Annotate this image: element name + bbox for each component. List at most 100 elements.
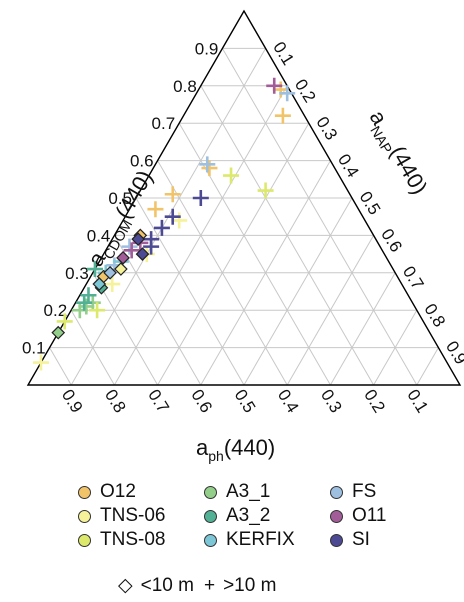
point-fs-plus: [279, 85, 296, 102]
data-marks: [32, 77, 296, 371]
tick-label-ph: 0.4: [274, 386, 303, 416]
gridline-ph: [178, 122, 331, 386]
point-o12-plus: [201, 160, 218, 177]
tick-label-cdom: 0.3: [65, 264, 89, 283]
tick-label-ph: 0.1: [403, 386, 432, 416]
point-fs-diamond: [103, 265, 117, 280]
color-legend: O12 A3_1 FS TNS-06 A3_2 O11 TNS-08 KERFI…: [78, 480, 458, 552]
legend-label: FS: [352, 481, 377, 502]
tick-label-cdom: 0.2: [44, 301, 68, 320]
tick-label-ph: 0.3: [317, 386, 346, 416]
gridline-nap: [373, 309, 418, 386]
shape-legend: ◇ <10 m + >10 m: [118, 574, 276, 597]
point-tns-08-plus: [223, 167, 240, 184]
tick-label-nap: 0.9: [442, 338, 464, 368]
point-o12-plus: [164, 186, 181, 203]
point-a3-1-diamond: [51, 325, 66, 340]
point-tns-08-plus: [89, 302, 106, 319]
legend-swatch: [330, 533, 343, 547]
legend-swatch: [330, 509, 343, 523]
tick-label-cdom: 0.4: [87, 226, 111, 245]
legend-label: O11: [352, 505, 387, 526]
tick-label-cdom: 0.1: [22, 339, 46, 358]
point-si-plus: [192, 190, 209, 206]
gridline-nap: [157, 122, 310, 386]
legend-label: A3_1: [226, 481, 271, 502]
point-si-plus: [164, 208, 181, 225]
legend-label: SI: [352, 529, 370, 550]
tick-label-ph: 0.6: [187, 386, 216, 416]
axis-label-ph: aph(440): [196, 435, 275, 464]
grid-lines: [49, 47, 439, 386]
tick-label-cdom: 0.5: [108, 189, 132, 208]
point-si-diamond: [135, 247, 150, 261]
plus-icon: +: [203, 574, 216, 596]
tick-label-ph: 0.9: [58, 386, 87, 416]
shape-label-shallow: <10 m: [140, 574, 194, 596]
diamond-icon: ◇: [118, 575, 133, 596]
tick-label-nap: 0.1: [269, 38, 298, 68]
legend-item-tns-08: TNS-08: [78, 528, 204, 552]
legend-label: O12: [100, 481, 136, 502]
point-si-plus: [143, 238, 160, 255]
point-fs-plus: [121, 238, 138, 255]
point-a3-2-plus: [86, 261, 103, 278]
legend-row: TNS-08 KERFIX SI: [78, 528, 458, 552]
gridline-nap: [329, 272, 396, 386]
legend-row: O12 A3_1 FS: [78, 480, 458, 504]
legend-swatch: [78, 509, 91, 523]
tick-label-cdom: 0.7: [152, 114, 176, 133]
legend-item-a3-1: A3_1: [204, 480, 330, 504]
tick-label-nap: 0.7: [399, 263, 428, 293]
tick-label-nap: 0.5: [356, 188, 385, 218]
point-tns-06-diamond: [114, 262, 128, 276]
tick-label-cdom: 0.8: [173, 77, 197, 96]
legend-label: TNS-08: [100, 529, 166, 550]
legend-item-tns-06: TNS-06: [78, 504, 204, 528]
point-o11-plus: [123, 242, 140, 259]
tick-labels: 0.1 0.2 0.3 0.4 0.5 0.6 0.7 0.8 0.9 0.1 0.2 0.3 0.4 0…: [22, 38, 464, 416]
point-kerfix-diamond: [92, 277, 107, 291]
legend-swatch: [330, 485, 343, 499]
gridline-nap: [243, 197, 353, 386]
legend-swatch: [204, 509, 217, 523]
point-si-diamond: [131, 232, 146, 246]
gridline-ph: [70, 309, 115, 386]
gridline-ph: [221, 48, 418, 386]
legend-item-o12: O12: [78, 480, 204, 504]
legend-item-a3-2: A3_2: [204, 504, 330, 528]
tick-label-nap: 0.2: [291, 76, 320, 106]
tick-label-cdom: 0.9: [195, 39, 219, 58]
tick-label-nap: 0.3: [312, 113, 341, 143]
legend-item-fs: FS: [330, 480, 376, 504]
legend-swatch: [78, 485, 91, 499]
tick-label-ph: 0.2: [360, 386, 389, 416]
shape-label-deep: >10 m: [223, 574, 277, 596]
legend-swatch: [204, 533, 217, 547]
point-tns-08-plus: [257, 182, 274, 199]
point-a3-2-plus: [76, 294, 93, 311]
tick-label-cdom: 0.6: [130, 152, 154, 171]
legend-item-o11: O11: [330, 504, 387, 528]
point-tns-06-plus: [104, 276, 121, 293]
axis-label-nap: aNAP(440): [361, 106, 432, 201]
tick-label-nap: 0.8: [420, 300, 449, 330]
tick-label-ph: 0.8: [101, 386, 130, 416]
point-o12-plus: [274, 107, 291, 124]
point-fs-plus: [199, 156, 216, 173]
point-si-plus: [153, 219, 170, 236]
ternary-plot: 0.1 0.2 0.3 0.4 0.5 0.6 0.7 0.8 0.9 0.1 0.2 0.3 0.4 0…: [22, 9, 464, 464]
gridline-ph: [135, 197, 245, 386]
tick-label-ph: 0.5: [231, 386, 260, 416]
legend-item-si: SI: [330, 528, 370, 552]
tick-label-ph: 0.7: [144, 386, 173, 416]
gridline-ph: [49, 347, 72, 386]
legend-row: TNS-06 A3_2 O11: [78, 504, 458, 528]
point-o11-diamond: [116, 250, 130, 265]
point-o12-plus: [147, 201, 164, 218]
triangle-frame: [26, 9, 462, 386]
legend-swatch: [78, 533, 91, 547]
tick-label-nap: 0.4: [334, 151, 363, 181]
legend-label: KERFIX: [226, 529, 295, 550]
legend-item-kerfix: KERFIX: [204, 528, 330, 552]
